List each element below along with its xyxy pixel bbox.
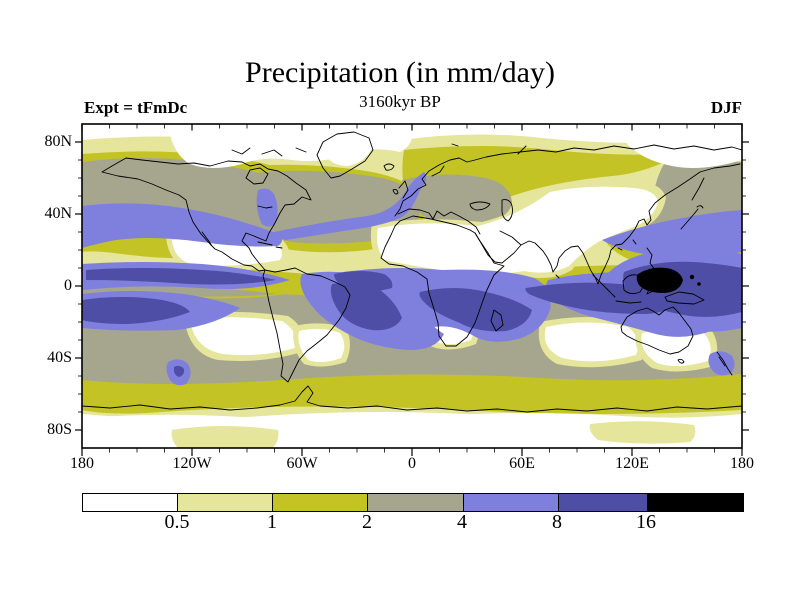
lon-label-180w: 180 [70,455,94,472]
page-title: Precipitation (in mm/day) [245,56,555,89]
colorbar-segment [272,494,368,511]
season-label: DJF [710,98,742,117]
figure-subtitle: 3160kyr BP [359,92,441,111]
colorbar-segment [646,494,744,511]
colorbar-segment [462,494,558,511]
lon-label-180e: 180 [730,455,754,472]
lat-label-40n: 40N [44,205,72,222]
lat-label-40s: 40S [47,349,72,366]
colorbar-tick-label: 4 [457,511,467,533]
colorbar-labels: 0.5 1 2 4 8 16 [82,511,742,535]
lon-label-60e: 60E [509,455,535,472]
lat-label-80n: 80N [44,133,72,150]
colorbar-segment [83,494,178,511]
colorbar-tick-label: 16 [636,511,656,533]
axis-ticks [75,124,749,456]
colorbar-segment [177,494,273,511]
colorbar-tick-label: 8 [552,511,562,533]
lat-label-80s: 80S [47,421,72,438]
lon-label-60w: 60W [286,455,318,472]
colorbar-tick-label: 1 [267,511,277,533]
lon-label-120e: 120E [615,455,649,472]
colorbar-segment [367,494,463,511]
experiment-label: Expt = tFmDc [84,98,188,117]
lon-label-120w: 120W [172,455,212,472]
lon-label-0: 0 [408,455,416,472]
coastlines [82,131,742,413]
colorbar-tick-label: 2 [362,511,372,533]
colorbar [82,493,744,512]
precipitation-contours [82,124,742,448]
colorbar-tick-label: 0.5 [164,511,190,533]
colorbar-segment [557,494,647,511]
lat-label-0: 0 [64,277,72,294]
